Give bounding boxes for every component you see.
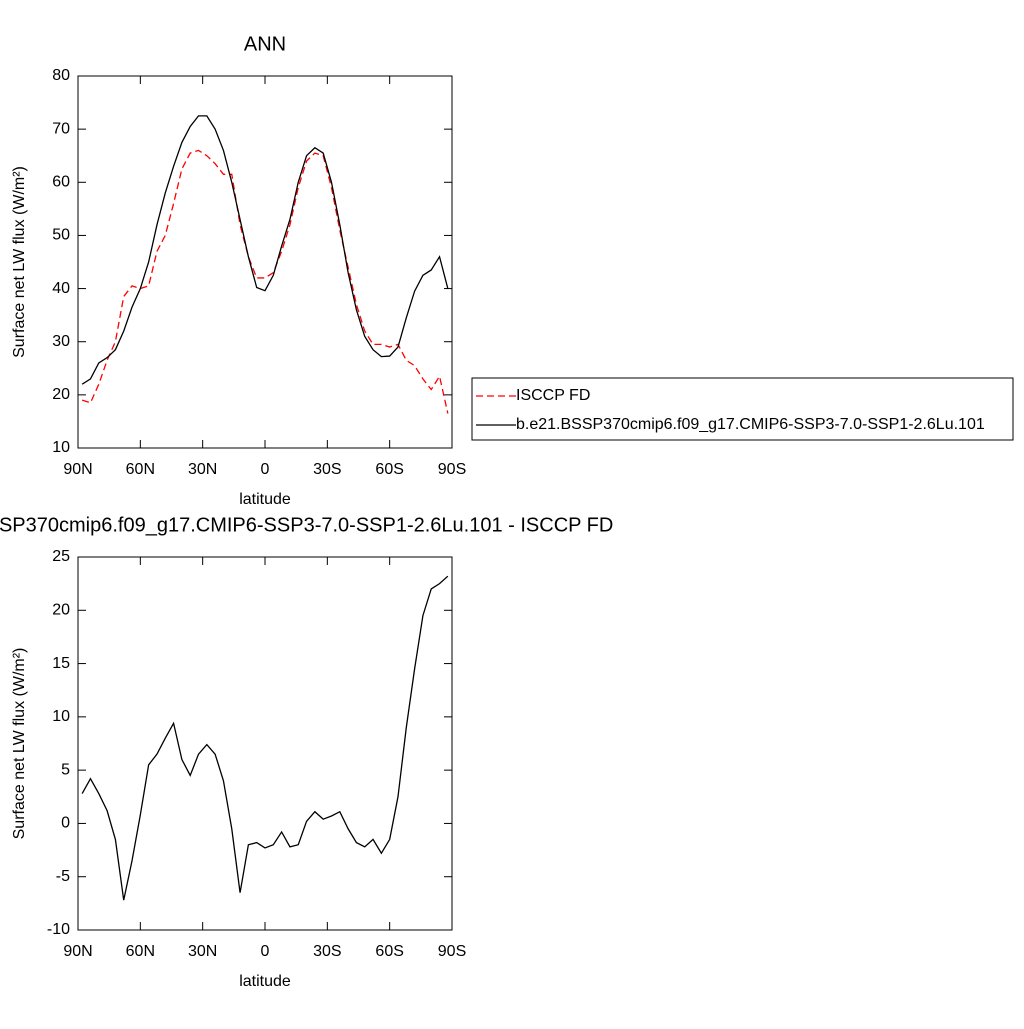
chart-title: ANN bbox=[244, 33, 286, 55]
y-tick-label: -10 bbox=[47, 921, 70, 938]
x-tick-label: 30N bbox=[188, 461, 217, 478]
y-tick-label: 50 bbox=[52, 227, 70, 244]
y-tick-label: 80 bbox=[52, 67, 70, 84]
chart-title: b.e21.BSSP370cmip6.f09_g17.CMIP6-SSP3-7.… bbox=[0, 514, 613, 536]
x-tick-label: 60S bbox=[375, 461, 403, 478]
x-axis-label: latitude bbox=[239, 973, 291, 990]
data-line bbox=[81, 149, 449, 414]
y-tick-label: 70 bbox=[52, 120, 70, 137]
y-tick-label: -5 bbox=[56, 868, 70, 885]
x-tick-label: 30S bbox=[313, 943, 341, 960]
y-tick-label: 40 bbox=[52, 280, 70, 297]
y-axis-label: Surface net LW flux (W/m²) bbox=[11, 648, 28, 840]
x-tick-label: 0 bbox=[261, 943, 270, 960]
y-tick-label: 20 bbox=[52, 386, 70, 403]
x-tick-label: 60S bbox=[375, 943, 403, 960]
x-tick-label: 30S bbox=[313, 461, 341, 478]
x-axis-label: latitude bbox=[239, 491, 291, 508]
y-axis-label: Surface net LW flux (W/m²) bbox=[11, 166, 28, 358]
plot-frame bbox=[77, 75, 453, 449]
y-tick-label: 25 bbox=[52, 548, 70, 565]
y-tick-label: 60 bbox=[52, 174, 70, 191]
x-tick-label: 60N bbox=[126, 461, 155, 478]
y-tick-label: 0 bbox=[61, 815, 70, 832]
y-tick-label: 30 bbox=[52, 333, 70, 350]
legend-box bbox=[471, 377, 1014, 441]
data-line bbox=[81, 115, 449, 385]
y-tick-label: 10 bbox=[52, 708, 70, 725]
y-tick-label: 15 bbox=[52, 655, 70, 672]
legend-label: b.e21.BSSP370cmip6.f09_g17.CMIP6-SSP3-7.… bbox=[516, 416, 985, 433]
data-line bbox=[81, 575, 449, 901]
x-tick-label: 90N bbox=[63, 461, 92, 478]
legend-label: ISCCP FD bbox=[516, 387, 590, 404]
x-tick-label: 0 bbox=[261, 461, 270, 478]
y-tick-label: 20 bbox=[52, 602, 70, 619]
x-tick-label: 90N bbox=[63, 943, 92, 960]
plot-frame bbox=[77, 556, 453, 931]
x-tick-label: 30N bbox=[188, 943, 217, 960]
x-tick-label: 90S bbox=[438, 461, 466, 478]
x-tick-label: 60N bbox=[126, 943, 155, 960]
y-tick-label: 10 bbox=[52, 439, 70, 456]
x-tick-label: 90S bbox=[438, 943, 466, 960]
y-tick-label: 5 bbox=[61, 761, 70, 778]
